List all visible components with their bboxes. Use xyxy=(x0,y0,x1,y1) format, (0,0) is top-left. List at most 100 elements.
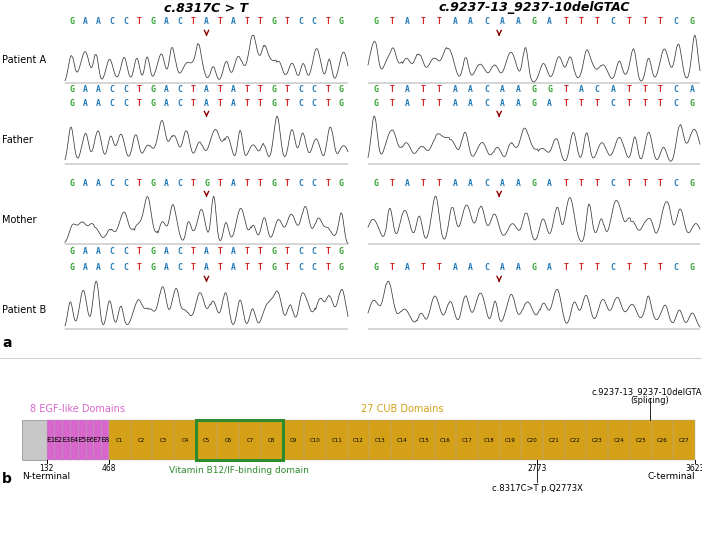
Text: C4: C4 xyxy=(181,438,189,443)
Text: C: C xyxy=(484,99,489,107)
Text: E6: E6 xyxy=(85,437,94,443)
Text: A: A xyxy=(500,99,505,107)
Text: G: G xyxy=(272,85,277,94)
Bar xyxy=(109,420,695,460)
Text: E2: E2 xyxy=(53,437,63,443)
Text: T: T xyxy=(325,99,330,107)
Text: 27 CUB Domains: 27 CUB Domains xyxy=(361,404,443,414)
Text: E1: E1 xyxy=(46,437,55,443)
Text: T: T xyxy=(390,18,394,27)
Text: T: T xyxy=(244,18,249,27)
Text: T: T xyxy=(437,264,442,273)
Text: Patient A: Patient A xyxy=(2,55,46,65)
Text: C: C xyxy=(674,264,679,273)
Text: T: T xyxy=(421,99,426,107)
Text: A: A xyxy=(231,18,236,27)
Text: C: C xyxy=(110,247,114,255)
Text: T: T xyxy=(218,247,223,255)
Text: A: A xyxy=(231,99,236,107)
Text: T: T xyxy=(390,85,394,94)
Text: a: a xyxy=(2,336,11,350)
Text: C: C xyxy=(124,18,128,27)
Text: C: C xyxy=(312,247,317,255)
Text: A: A xyxy=(548,264,552,273)
Text: T: T xyxy=(579,18,584,27)
Text: C: C xyxy=(484,264,489,273)
Text: C: C xyxy=(124,247,128,255)
Text: c.8317C>T p.Q2773X: c.8317C>T p.Q2773X xyxy=(491,484,583,493)
Text: C: C xyxy=(674,85,679,94)
Text: T: T xyxy=(626,85,631,94)
Text: T: T xyxy=(325,85,330,94)
Text: C18: C18 xyxy=(484,438,494,443)
Text: G: G xyxy=(150,85,155,94)
Text: C: C xyxy=(110,85,114,94)
Text: T: T xyxy=(626,178,631,187)
Text: T: T xyxy=(190,178,195,187)
Text: G: G xyxy=(69,264,74,273)
Text: T: T xyxy=(285,85,290,94)
Text: A: A xyxy=(164,18,168,27)
Text: C: C xyxy=(484,178,489,187)
Text: G: G xyxy=(339,178,344,187)
Text: E4: E4 xyxy=(69,437,79,443)
Bar xyxy=(22,420,46,460)
Text: A: A xyxy=(468,264,473,273)
Text: T: T xyxy=(563,85,568,94)
Text: C: C xyxy=(110,178,114,187)
Text: C: C xyxy=(177,264,182,273)
Text: C16: C16 xyxy=(440,438,451,443)
Text: T: T xyxy=(579,264,584,273)
Text: A: A xyxy=(96,247,101,255)
Text: C11: C11 xyxy=(331,438,342,443)
Text: G: G xyxy=(204,178,209,187)
Text: A: A xyxy=(468,85,473,94)
Text: C: C xyxy=(611,264,616,273)
Text: A: A xyxy=(96,178,101,187)
Text: C: C xyxy=(674,99,679,107)
Text: A: A xyxy=(96,264,101,273)
Text: 468: 468 xyxy=(102,464,117,473)
Text: T: T xyxy=(244,178,249,187)
Text: C24: C24 xyxy=(614,438,624,443)
Text: 132: 132 xyxy=(39,464,54,473)
Text: C26: C26 xyxy=(657,438,668,443)
Text: C: C xyxy=(177,99,182,107)
Text: T: T xyxy=(421,85,426,94)
Text: G: G xyxy=(373,178,378,187)
Text: C: C xyxy=(298,99,303,107)
Text: Mother: Mother xyxy=(2,215,37,225)
Text: T: T xyxy=(285,99,290,107)
Text: G: G xyxy=(373,99,378,107)
Text: C: C xyxy=(674,18,679,27)
Text: T: T xyxy=(421,264,426,273)
Text: A: A xyxy=(83,247,88,255)
Text: T: T xyxy=(244,264,249,273)
Text: T: T xyxy=(325,264,330,273)
Text: C: C xyxy=(312,18,317,27)
Text: C8: C8 xyxy=(268,438,275,443)
Text: C20: C20 xyxy=(526,438,538,443)
Text: A: A xyxy=(204,264,209,273)
Text: A: A xyxy=(231,247,236,255)
Text: G: G xyxy=(689,264,694,273)
Text: T: T xyxy=(218,264,223,273)
Text: A: A xyxy=(453,264,458,273)
Text: A: A xyxy=(548,99,552,107)
Text: T: T xyxy=(658,99,663,107)
Text: T: T xyxy=(218,178,223,187)
Text: Vitamin B12/IF-binding domain: Vitamin B12/IF-binding domain xyxy=(169,466,309,475)
Text: G: G xyxy=(272,247,277,255)
Text: T: T xyxy=(244,99,249,107)
Text: G: G xyxy=(373,18,378,27)
Text: C: C xyxy=(611,178,616,187)
Bar xyxy=(196,420,283,460)
Text: E7: E7 xyxy=(93,437,102,443)
Text: C19: C19 xyxy=(505,438,516,443)
Text: T: T xyxy=(658,264,663,273)
Text: C6: C6 xyxy=(225,438,232,443)
Text: T: T xyxy=(658,85,663,94)
Text: G: G xyxy=(531,264,536,273)
Text: T: T xyxy=(658,178,663,187)
Text: C: C xyxy=(312,99,317,107)
